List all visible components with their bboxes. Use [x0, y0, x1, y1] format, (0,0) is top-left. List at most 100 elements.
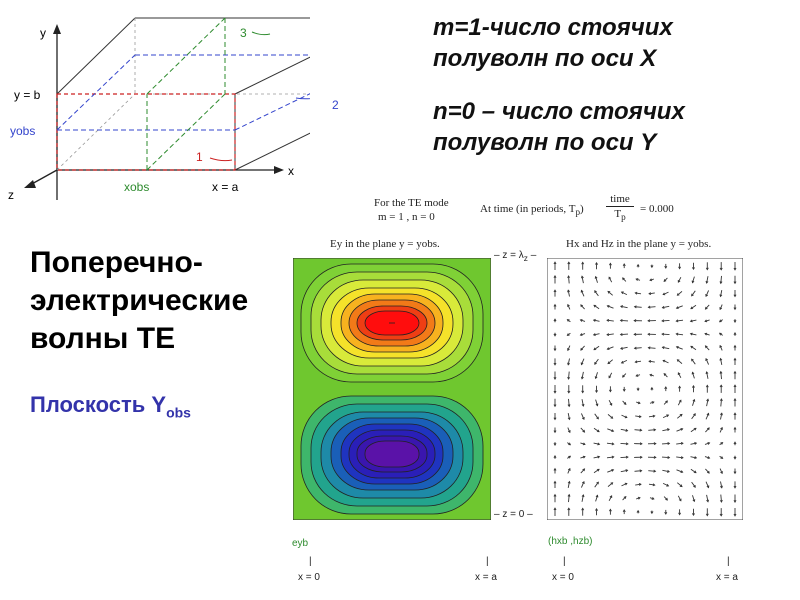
time-close: ) — [580, 203, 584, 215]
field-arrow-head — [653, 469, 657, 473]
field-arrow — [635, 292, 642, 295]
heading-n-line1: n=0 – число стоячих — [433, 98, 685, 125]
field-arrow — [705, 358, 710, 365]
field-arrow-head — [648, 292, 652, 295]
field-arrow — [704, 333, 710, 336]
field-arrow — [608, 495, 613, 502]
field-arrow-head — [596, 416, 599, 420]
field-arrow — [692, 495, 695, 502]
te-title: Поперечно- электрические волны ТЕ — [30, 244, 248, 358]
field-arrow — [676, 333, 684, 336]
field-arrow — [634, 306, 642, 308]
field-arrow-head — [662, 359, 666, 363]
field-arrow-head — [649, 278, 653, 282]
field-arrow — [690, 304, 697, 310]
field-arrow-head — [733, 398, 737, 401]
field-arrow-head — [661, 346, 665, 350]
field-arrow — [677, 359, 683, 364]
field-arrow-head — [567, 390, 571, 394]
field-arrow-head — [593, 304, 597, 308]
field-arrow-head — [639, 469, 643, 473]
heading-m-line2: полуволн по оси X — [433, 45, 657, 72]
field-arrow — [593, 345, 600, 351]
field-arrow — [690, 319, 697, 322]
field-arrow-head — [608, 375, 612, 379]
field-arrow — [622, 400, 627, 405]
z-axis-line — [29, 169, 58, 186]
field-arrow-head — [680, 456, 684, 459]
field-arrow-head — [634, 360, 638, 364]
field-arrow — [594, 358, 599, 365]
field-arrow — [621, 482, 628, 487]
field-arrow — [593, 442, 600, 445]
field-arrow-head — [733, 332, 737, 335]
field-arrow-head — [678, 498, 682, 502]
field-arrow-head — [567, 430, 571, 434]
field-arrow-head — [639, 455, 643, 459]
field-arrow — [581, 399, 584, 407]
field-arrow-head — [581, 494, 585, 498]
waveguide-diagram — [24, 17, 310, 200]
field-arrow-head — [635, 278, 639, 281]
field-arrow-head — [666, 414, 670, 418]
x-eq-a-label: x = a — [212, 180, 239, 194]
tick-left-xa: | — [486, 556, 489, 567]
field-arrow — [567, 304, 571, 310]
field-arrow-head — [691, 385, 695, 388]
field-arrow-head — [580, 347, 584, 351]
field-arrow-head — [650, 511, 654, 515]
field-arrow — [620, 442, 629, 445]
field-arrow-head — [664, 265, 668, 269]
field-arrow — [593, 319, 600, 322]
field-arrow — [704, 319, 710, 322]
field-arrow — [720, 398, 722, 407]
field-arrow-head — [596, 481, 599, 485]
field-arrow — [692, 372, 695, 379]
field-arrow — [622, 373, 627, 378]
field-arrow-head — [580, 304, 584, 308]
z-bottom-label: – z = 0 – — [494, 509, 533, 520]
field-arrow — [568, 275, 570, 284]
field-arrow-head — [706, 499, 710, 503]
field-arrow-head — [594, 376, 598, 380]
field-arrow-head — [705, 384, 709, 388]
field-arrow — [677, 495, 682, 502]
field-arrow-head — [679, 413, 683, 417]
field-arrow-head — [635, 374, 639, 377]
field-arrow — [593, 304, 600, 310]
field-arrow-head — [553, 480, 557, 484]
field-arrow-head — [733, 344, 737, 348]
te-mode-line1: For the TE mode — [374, 197, 449, 209]
field-arrow-head — [691, 280, 695, 284]
field-arrow-head — [606, 319, 610, 322]
field-arrow-head — [623, 496, 627, 499]
field-arrow-head — [661, 332, 665, 336]
field-arrow-head — [595, 494, 599, 498]
field-arrow-head — [633, 346, 637, 350]
field-arrow — [607, 414, 613, 419]
field-arrow-head — [690, 306, 694, 310]
field-arrow-head — [624, 415, 628, 419]
z-top-end: – — [527, 250, 537, 261]
field-arrow-head — [567, 507, 571, 511]
field-arrow-head — [720, 442, 724, 445]
field-arrow — [648, 347, 656, 349]
field-arrow — [662, 414, 669, 419]
field-arrow-head — [663, 279, 667, 282]
field-arrow — [676, 442, 684, 445]
field-arrow-head — [704, 306, 708, 310]
field-arrow-head — [650, 265, 654, 269]
field-arrow-head — [650, 386, 654, 390]
plane-sub: obs — [166, 404, 191, 421]
field-arrow-head — [675, 332, 679, 336]
field-arrow — [720, 275, 722, 284]
field-arrow-head — [624, 482, 628, 486]
tick-right-xa: | — [727, 556, 730, 567]
field-arrow-head — [597, 442, 601, 446]
field-arrow-head — [610, 416, 614, 419]
field-arrow-head — [661, 319, 665, 323]
field-arrow-head — [690, 345, 694, 349]
field-arrow-head — [651, 401, 655, 404]
y-axis-label: y — [40, 26, 46, 40]
field-arrow-head — [625, 428, 629, 432]
